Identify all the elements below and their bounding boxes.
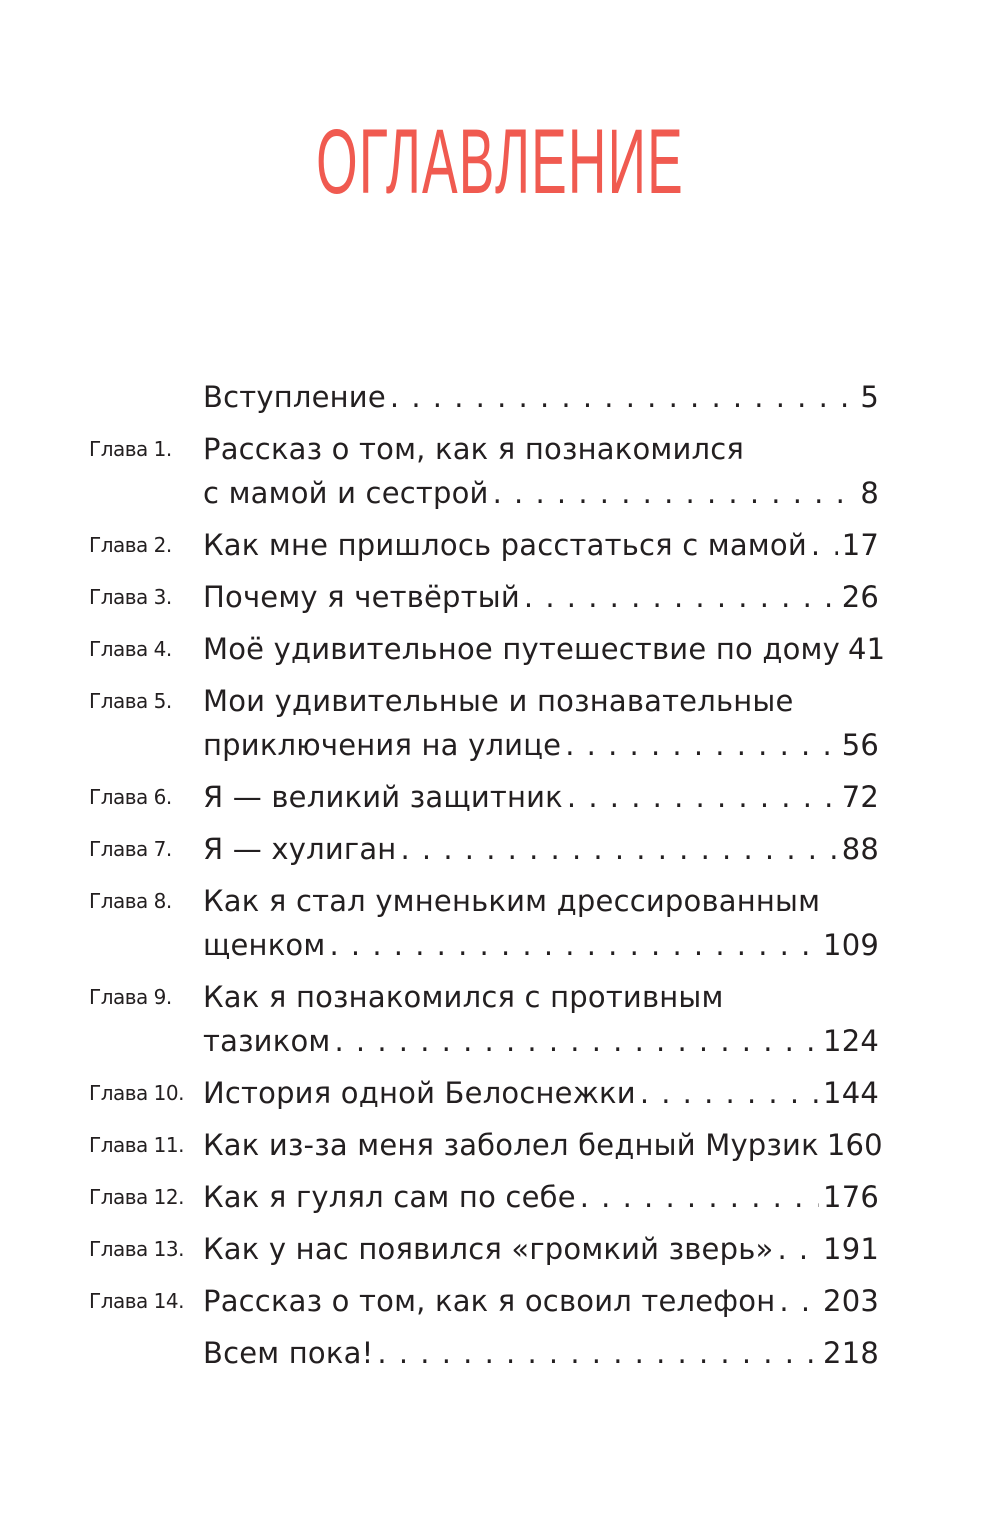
table-of-contents: Вступление 5 Глава 1. Рассказ о том, как я … — [89, 375, 885, 1383]
toc-entry: Глава 4. Моё удивительное путешествие по … — [89, 627, 885, 671]
page-number: 191 — [823, 1232, 879, 1266]
page-number: 8 — [860, 476, 879, 510]
chapter-title: тазиком — [203, 1024, 331, 1058]
page-number: 203 — [823, 1284, 879, 1318]
chapter-title: Мои удивительные и познавательные — [203, 684, 794, 718]
chapter-title: Как из-за меня заболел бедный Мурзик — [203, 1128, 819, 1162]
chapter-label: Глава 5. — [89, 689, 172, 713]
chapter-title: Я — великий защитник — [203, 780, 563, 814]
toc-entry: Глава 14. Рассказ о том, как я освоил тел… — [89, 1279, 879, 1323]
chapter-title: Как у нас появился «громкий зверь» — [203, 1232, 774, 1266]
toc-entry: Вступление 5 — [89, 375, 879, 419]
dot-leader — [329, 923, 819, 967]
dot-leader — [640, 1071, 819, 1115]
page-number: 109 — [823, 928, 879, 962]
dot-leader — [390, 375, 856, 419]
chapter-label: Глава 8. — [89, 889, 172, 913]
toc-entry: Глава 5. Мои удивительные и познавательны… — [89, 679, 879, 767]
chapter-title: приключения на улице — [203, 728, 562, 762]
chapter-title: Рассказ о том, как я освоил телефон — [203, 1284, 776, 1318]
page-number: 144 — [823, 1076, 879, 1110]
dot-leader — [493, 471, 857, 515]
chapter-label: Глава 9. — [89, 985, 172, 1009]
dot-leader — [377, 1331, 819, 1375]
dot-leader — [400, 827, 837, 871]
chapter-label: Глава 13. — [89, 1237, 184, 1261]
page-number: 26 — [841, 580, 879, 614]
toc-entry: Глава 6. Я — великий защитник 72 — [89, 775, 879, 819]
chapter-title: Как мне пришлось расстаться с мамой — [203, 528, 807, 562]
chapter-label: Глава 1. — [89, 437, 172, 461]
chapter-title: Как я стал умненьким дрессированным — [203, 884, 821, 918]
toc-entry: Глава 10. История одной Белоснежки 144 — [89, 1071, 879, 1115]
chapter-title: Моё удивительное путешествие по дому — [203, 632, 840, 666]
chapter-title: щенком — [203, 928, 326, 962]
chapter-label: Глава 6. — [89, 785, 172, 809]
chapter-title: Всем пока! — [203, 1336, 374, 1370]
dot-leader — [334, 1019, 819, 1063]
chapter-title: Как я познакомился с противным — [203, 980, 724, 1014]
chapter-title: Рассказ о том, как я познакомился — [203, 432, 745, 466]
page-number: 218 — [823, 1336, 879, 1370]
dot-leader — [811, 523, 838, 567]
chapter-title: История одной Белоснежки — [203, 1076, 636, 1110]
chapter-label: Глава 4. — [89, 637, 172, 661]
dot-leader — [777, 1227, 819, 1271]
page-number: 160 — [826, 1128, 883, 1162]
chapter-label: Глава 7. — [89, 837, 172, 861]
dot-leader — [524, 575, 838, 619]
toc-entry: Глава 7. Я — хулиган 88 — [89, 827, 879, 871]
chapter-title: Вступление — [203, 380, 386, 414]
toc-entry: Глава 8. Как я стал умненьким дрессирован… — [89, 879, 879, 967]
page-number: 41 — [847, 632, 886, 666]
chapter-title: с мамой и сестрой — [203, 476, 489, 510]
page-number: 176 — [823, 1180, 879, 1214]
dot-leader — [565, 723, 837, 767]
chapter-label: Глава 2. — [89, 533, 172, 557]
chapter-title: Почему я четвёртый — [203, 580, 520, 614]
chapter-title: Я — хулиган — [203, 832, 397, 866]
toc-entry: Глава 13. Как у нас появился «громкий зве… — [89, 1227, 879, 1271]
chapter-label: Глава 11. — [89, 1133, 184, 1157]
toc-entry: Глава 9. Как я познакомился с противным та… — [89, 975, 879, 1063]
chapter-label: Глава 10. — [89, 1081, 184, 1105]
toc-entry: Глава 1. Рассказ о том, как я познакомилс… — [89, 427, 879, 515]
page-number: 17 — [841, 528, 879, 562]
page-number: 5 — [860, 380, 879, 414]
toc-entry: Глава 3. Почему я четвёртый 26 — [89, 575, 879, 619]
page-number: 124 — [823, 1024, 879, 1058]
page-title: ОГЛАВЛЕНИЕ — [316, 111, 684, 213]
toc-entry: Всем пока! 218 — [89, 1331, 879, 1375]
chapter-title: Как я гулял сам по себе — [203, 1180, 576, 1214]
page-number: 88 — [841, 832, 879, 866]
toc-entry: Глава 11. Как из-за меня заболел бедный М… — [89, 1123, 883, 1167]
toc-entry: Глава 2. Как мне пришлось расстаться с ма… — [89, 523, 879, 567]
page-number: 56 — [841, 728, 879, 762]
dot-leader — [779, 1279, 819, 1323]
page-number: 72 — [841, 780, 879, 814]
chapter-label: Глава 14. — [89, 1289, 184, 1313]
toc-entry: Глава 12. Как я гулял сам по себе 176 — [89, 1175, 879, 1219]
dot-leader — [567, 775, 838, 819]
chapter-label: Глава 12. — [89, 1185, 184, 1209]
dot-leader — [580, 1175, 819, 1219]
chapter-label: Глава 3. — [89, 585, 172, 609]
